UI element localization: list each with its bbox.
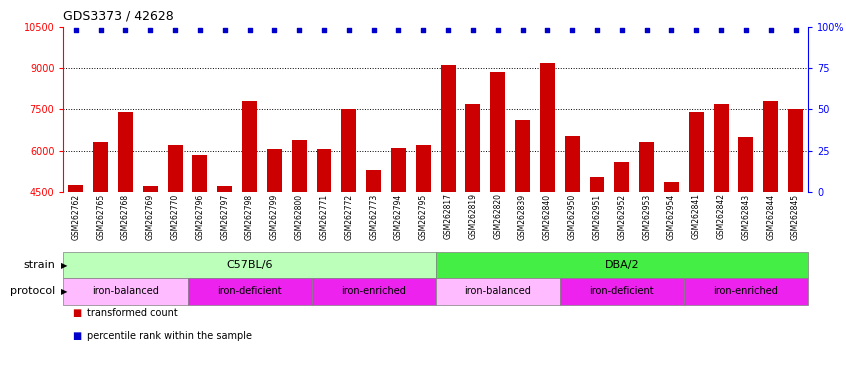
Text: iron-enriched: iron-enriched: [341, 286, 406, 296]
Point: [466, 27, 480, 33]
Point: [168, 27, 182, 33]
Point: [541, 27, 554, 33]
Point: [69, 27, 83, 33]
Bar: [614, 162, 629, 316]
Bar: [491, 72, 505, 316]
Point: [689, 27, 703, 33]
Bar: [217, 187, 232, 316]
Text: C57BL/6: C57BL/6: [227, 260, 272, 270]
Point: [640, 27, 653, 33]
Point: [591, 27, 604, 33]
Bar: [590, 177, 604, 316]
Bar: [540, 63, 555, 316]
Text: ■: ■: [72, 308, 81, 318]
Text: DBA/2: DBA/2: [605, 260, 639, 270]
Bar: [143, 187, 157, 316]
Point: [243, 27, 256, 33]
Bar: [763, 101, 778, 316]
Bar: [69, 185, 83, 316]
Bar: [515, 121, 530, 316]
Bar: [565, 136, 580, 316]
Bar: [292, 140, 306, 316]
Bar: [416, 145, 431, 316]
Bar: [664, 182, 678, 316]
Text: percentile rank within the sample: percentile rank within the sample: [87, 331, 252, 341]
Point: [267, 27, 281, 33]
Point: [392, 27, 405, 33]
Text: ■: ■: [72, 331, 81, 341]
Bar: [366, 170, 381, 316]
Bar: [640, 142, 654, 316]
Bar: [267, 149, 282, 316]
Point: [788, 27, 802, 33]
Bar: [342, 109, 356, 316]
Point: [764, 27, 777, 33]
Point: [293, 27, 306, 33]
Bar: [689, 112, 704, 316]
Point: [367, 27, 381, 33]
Point: [94, 27, 107, 33]
Bar: [242, 101, 257, 316]
Text: GDS3373 / 42628: GDS3373 / 42628: [63, 10, 174, 23]
Bar: [391, 148, 406, 316]
Bar: [93, 142, 108, 316]
Bar: [465, 104, 481, 316]
Text: iron-balanced: iron-balanced: [92, 286, 159, 296]
Point: [442, 27, 455, 33]
Point: [565, 27, 579, 33]
Text: iron-balanced: iron-balanced: [464, 286, 531, 296]
Text: transformed count: transformed count: [87, 308, 178, 318]
Bar: [788, 109, 803, 316]
Point: [615, 27, 629, 33]
Point: [218, 27, 232, 33]
Point: [416, 27, 430, 33]
Text: strain: strain: [23, 260, 55, 270]
Text: iron-deficient: iron-deficient: [590, 286, 654, 296]
Point: [516, 27, 530, 33]
Text: ▶: ▶: [61, 261, 68, 270]
Bar: [168, 145, 183, 316]
Point: [317, 27, 331, 33]
Point: [193, 27, 206, 33]
Bar: [118, 112, 133, 316]
Bar: [441, 65, 455, 316]
Point: [118, 27, 132, 33]
Point: [342, 27, 355, 33]
Text: iron-deficient: iron-deficient: [217, 286, 282, 296]
Point: [665, 27, 678, 33]
Point: [491, 27, 504, 33]
Bar: [714, 104, 728, 316]
Bar: [193, 155, 207, 316]
Bar: [739, 137, 753, 316]
Point: [739, 27, 753, 33]
Text: ▶: ▶: [61, 287, 68, 296]
Point: [144, 27, 157, 33]
Text: protocol: protocol: [10, 286, 55, 296]
Point: [714, 27, 728, 33]
Bar: [316, 149, 332, 316]
Text: iron-enriched: iron-enriched: [713, 286, 778, 296]
